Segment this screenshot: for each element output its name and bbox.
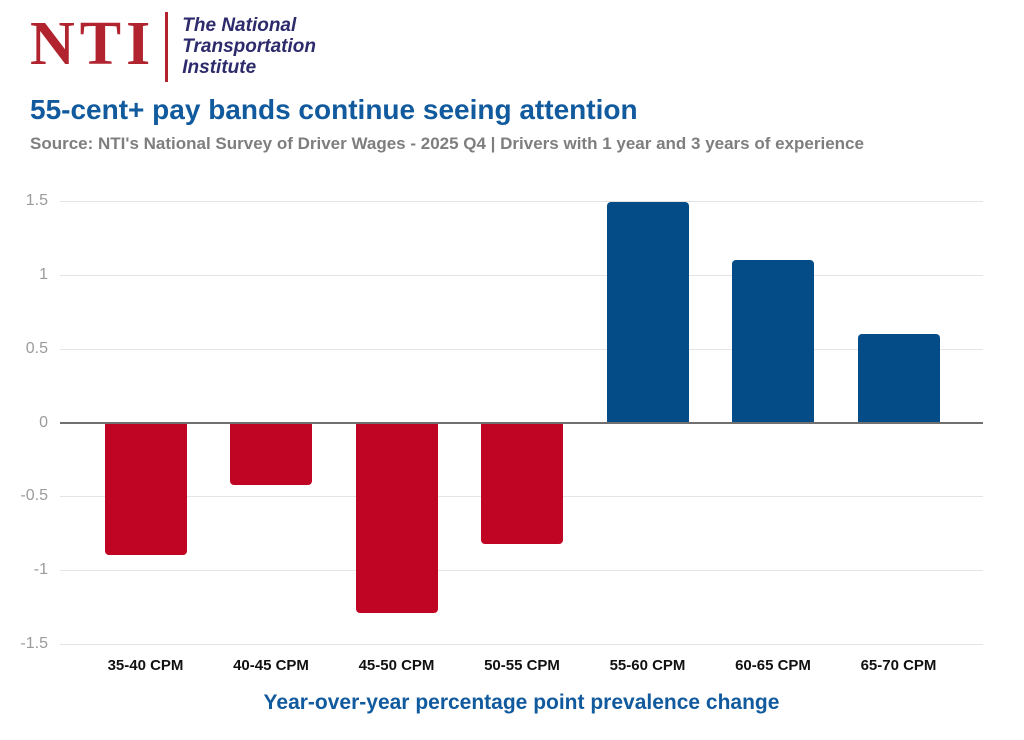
- x-axis-label: 65-70 CPM: [860, 657, 937, 674]
- nti-logo-name: The National Transportation Institute: [182, 10, 316, 82]
- logo-divider: [165, 12, 169, 82]
- gridline: [60, 274, 983, 276]
- y-tick-label: -1: [33, 561, 48, 579]
- gridline: [60, 570, 983, 572]
- bar-45-50-cpm: [355, 422, 438, 613]
- y-tick-label: 1: [39, 265, 48, 283]
- chart-source: Source: NTI's National Survey of Driver …: [30, 134, 864, 153]
- nti-logo: NTI The National Transportation Institut…: [30, 10, 994, 82]
- logo-name-line-3: Institute: [182, 56, 257, 78]
- bar-40-45-cpm: [230, 422, 312, 485]
- y-tick-label: -1.5: [20, 635, 48, 652]
- x-axis-label: 50-55 CPM: [484, 657, 560, 674]
- bar-50-55-cpm: [481, 422, 563, 544]
- bar-60-65-cpm: [732, 260, 814, 423]
- gridline: [60, 201, 983, 202]
- gridline: [60, 644, 983, 645]
- bar-35-40-cpm: [104, 422, 187, 556]
- bar-55-60-cpm: [606, 202, 689, 423]
- chart-title: 55-cent+ pay bands continue seeing atten…: [30, 94, 638, 125]
- logo-name-line-2: Transportation: [182, 35, 316, 57]
- y-tick-label: 0: [39, 413, 48, 431]
- bar-chart: 1.5 1 0.5 0 -0.5 -1 -1.5 35-40 CPM 40-45 CPM 45-…: [0, 192, 1024, 740]
- x-axis-label: 45-50 CPM: [358, 657, 435, 674]
- x-axis-title: Year-over-year percentage point prevalen…: [263, 691, 780, 714]
- gridline: [60, 348, 983, 350]
- nti-logo-acronym: NTI: [30, 10, 156, 78]
- y-tick-label: 0.5: [25, 339, 48, 357]
- zero-line: [60, 421, 983, 424]
- x-axis-label: 40-45 CPM: [233, 657, 309, 674]
- x-axis-label: 55-60 CPM: [609, 657, 686, 674]
- y-tick-label: -0.5: [20, 487, 48, 505]
- x-axis-label: 35-40 CPM: [107, 657, 184, 674]
- bar-65-70-cpm: [857, 333, 940, 423]
- plot-area: [60, 201, 983, 645]
- x-axis-label: 60-65 CPM: [735, 657, 811, 674]
- y-tick-label: 1.5: [25, 192, 48, 209]
- header: NTI The National Transportation Institut…: [0, 0, 1024, 154]
- logo-name-line-1: The National: [182, 14, 297, 36]
